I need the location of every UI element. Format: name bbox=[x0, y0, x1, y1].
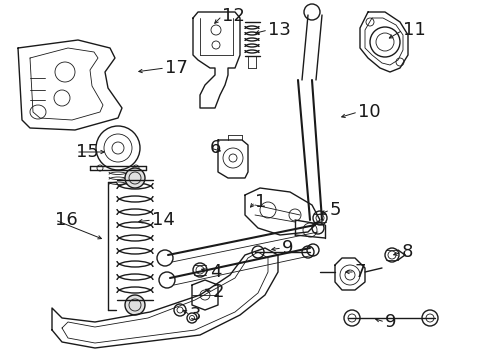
Circle shape bbox=[125, 295, 145, 315]
Text: 6: 6 bbox=[209, 139, 221, 157]
Text: 14: 14 bbox=[152, 211, 175, 229]
Text: 7: 7 bbox=[354, 263, 366, 281]
Text: 9: 9 bbox=[384, 313, 396, 331]
Text: 2: 2 bbox=[213, 283, 224, 301]
Text: 11: 11 bbox=[402, 21, 425, 39]
Text: 3: 3 bbox=[190, 306, 201, 324]
Text: 4: 4 bbox=[209, 263, 221, 281]
Text: 8: 8 bbox=[401, 243, 412, 261]
Circle shape bbox=[125, 168, 145, 188]
Text: 1: 1 bbox=[254, 193, 266, 211]
Text: 17: 17 bbox=[164, 59, 187, 77]
Text: 16: 16 bbox=[55, 211, 78, 229]
Text: 10: 10 bbox=[357, 103, 380, 121]
Text: 12: 12 bbox=[222, 7, 244, 25]
Text: 9: 9 bbox=[282, 239, 293, 257]
Text: 13: 13 bbox=[267, 21, 290, 39]
Text: 15: 15 bbox=[76, 143, 99, 161]
Text: 5: 5 bbox=[329, 201, 341, 219]
